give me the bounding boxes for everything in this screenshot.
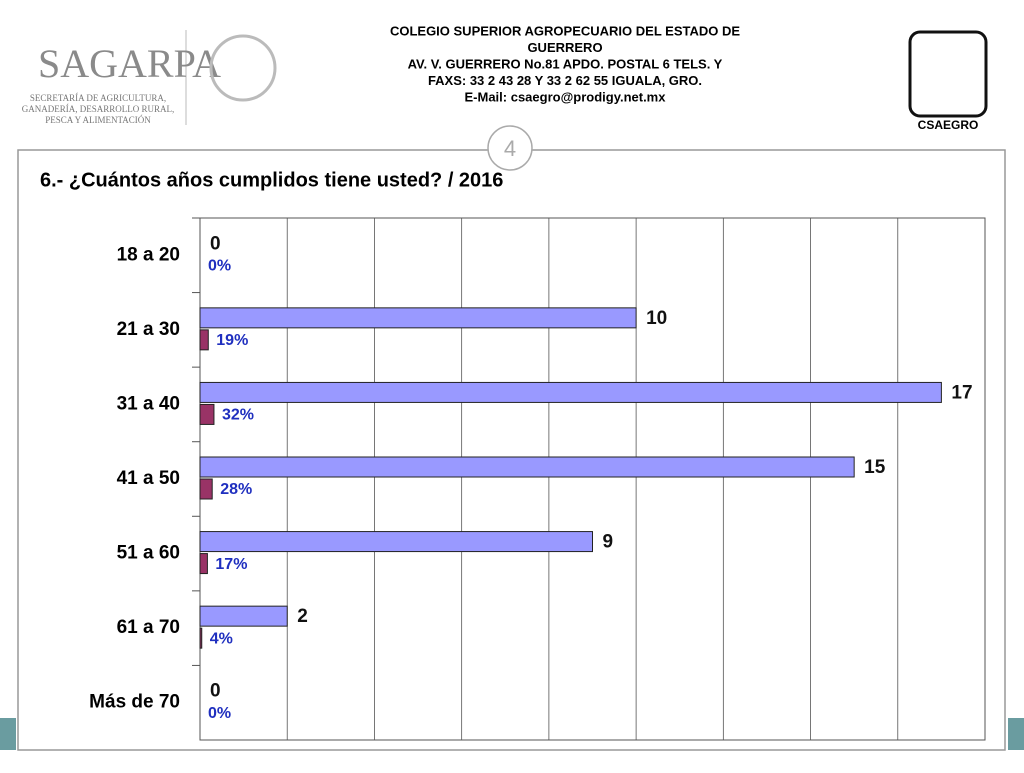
- header: COLEGIO SUPERIOR AGROPECUARIO DEL ESTADO…: [390, 23, 740, 104]
- bar: [199, 456, 855, 478]
- data-label: 0: [210, 681, 221, 702]
- header-line: FAXS: 33 2 43 28 Y 33 2 62 55 IGUALA, GR…: [428, 73, 702, 88]
- bar: [199, 329, 209, 351]
- header-line: COLEGIO SUPERIOR AGROPECUARIO DEL ESTADO…: [390, 23, 740, 38]
- data-label: 4%: [210, 630, 233, 647]
- decor-strip: [1008, 718, 1024, 750]
- decor-strip: [0, 718, 16, 750]
- data-label: 19%: [216, 332, 248, 349]
- page-number-badge: [487, 125, 533, 171]
- data-label: 2: [297, 606, 308, 627]
- bar: [199, 605, 288, 627]
- y-tick-label: 18 a 20: [117, 244, 180, 265]
- data-label: 28%: [220, 481, 252, 498]
- csaegro-logo: [908, 30, 988, 118]
- logo-text: CSAEGRO: [918, 118, 979, 132]
- y-tick-label: 21 a 30: [117, 319, 180, 340]
- header-line: GUERRERO: [527, 40, 602, 55]
- bar: [199, 478, 213, 500]
- logo-subtext: SECRETARÍA DE AGRICULTURA,: [30, 93, 166, 103]
- seal-logo: [209, 34, 277, 102]
- bar: [199, 553, 208, 575]
- header-line: AV. V. GUERRERO No.81 APDO. POSTAL 6 TEL…: [408, 56, 723, 71]
- page-number: 4: [504, 136, 516, 161]
- header-line: E-Mail: csaegro@prodigy.net.mx: [465, 89, 667, 104]
- bar: [199, 307, 637, 329]
- data-label: 0: [210, 233, 221, 254]
- logo-subtext: GANADERÍA, DESARROLLO RURAL,: [22, 104, 175, 114]
- data-label: 32%: [222, 407, 254, 424]
- plot-area: [200, 218, 985, 740]
- data-label: 0%: [208, 258, 231, 275]
- data-label: 17%: [215, 556, 247, 573]
- y-tick-label: Más de 70: [89, 692, 180, 713]
- data-label: 9: [603, 532, 614, 553]
- bar: [199, 403, 215, 425]
- data-label: 17: [951, 382, 972, 403]
- chart-title: 6.- ¿Cuántos años cumplidos tiene usted?…: [40, 169, 503, 191]
- bar: [199, 531, 593, 553]
- y-tick-label: 41 a 50: [117, 468, 180, 489]
- logo-text: SAGARPA: [38, 41, 221, 86]
- data-label: 15: [864, 457, 886, 478]
- y-tick-label: 61 a 70: [117, 617, 180, 638]
- data-label: 0%: [208, 705, 231, 722]
- bar: [199, 627, 203, 649]
- bar: [199, 381, 942, 403]
- data-label: 10: [646, 308, 667, 329]
- y-tick-label: 31 a 40: [117, 393, 180, 414]
- logo-subtext: PESCA Y ALIMENTACIÓN: [45, 115, 151, 125]
- y-tick-label: 51 a 60: [117, 543, 180, 564]
